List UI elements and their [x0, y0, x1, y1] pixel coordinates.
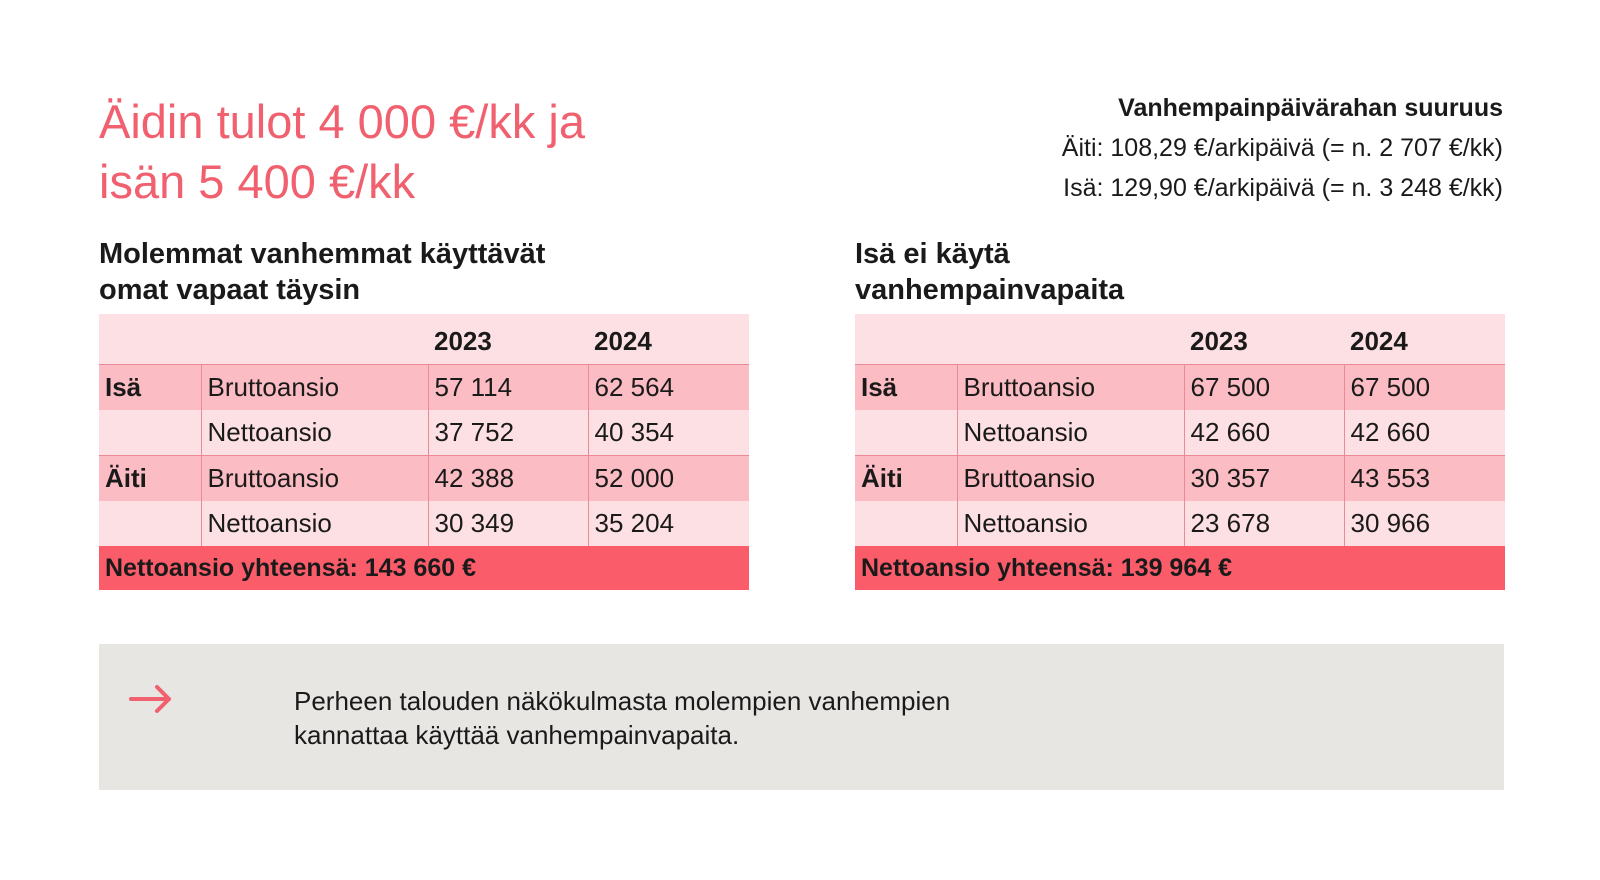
mother-label: Äiti — [855, 455, 957, 501]
value-cell: 67 500 — [1183, 364, 1344, 410]
table-row: Nettoansio 37 752 40 354 — [99, 410, 749, 456]
row-label: Bruttoansio — [200, 364, 428, 410]
income-table: 2023 2024 Isä Bruttoansio 67 500 67 500 … — [855, 314, 1505, 590]
page-title: Äidin tulot 4 000 €/kk ja isän 5 400 €/k… — [99, 92, 585, 212]
title-line-2: isän 5 400 €/kk — [99, 155, 416, 208]
total-net-income: Nettoansio yhteensä: 143 660 € — [99, 546, 749, 590]
conclusion-line-1: Perheen talouden näkökulmasta molempien … — [294, 686, 951, 716]
table-header-row: 2023 2024 — [99, 314, 749, 365]
table-row: Isä Bruttoansio 57 114 62 564 — [99, 364, 749, 410]
value-cell: 30 966 — [1343, 501, 1505, 546]
allowance-info: Vanhempainpäivärahan suuruus Äiti: 108,2… — [1062, 88, 1503, 208]
scenario-heading: Molemmat vanhemmat käyttävät omat vapaat… — [99, 236, 749, 314]
table-row: Äiti Bruttoansio 30 357 43 553 — [855, 455, 1505, 501]
table-row: Isä Bruttoansio 67 500 67 500 — [855, 364, 1505, 410]
scenario-both-use-leave: Molemmat vanhemmat käyttävät omat vapaat… — [99, 236, 749, 590]
allowance-mother: Äiti: 108,29 €/arkipäivä (= n. 2 707 €/k… — [1061, 134, 1503, 162]
father-label: Isä — [855, 364, 957, 410]
row-label: Nettoansio — [200, 410, 428, 456]
value-cell: 23 678 — [1183, 501, 1344, 546]
value-cell: 52 000 — [587, 455, 749, 501]
scenario-heading-line-1: Isä ei käytä — [855, 238, 1010, 270]
year-header: 2024 — [588, 314, 749, 365]
value-cell: 42 660 — [1183, 410, 1344, 456]
year-header: 2023 — [428, 314, 588, 365]
scenario-heading: Isä ei käytä vanhempainvapaita — [855, 236, 1505, 314]
value-cell: 57 114 — [427, 364, 588, 410]
row-label: Bruttoansio — [956, 364, 1184, 410]
table-row: Nettoansio 30 349 35 204 — [99, 501, 749, 546]
conclusion-note: Perheen talouden näkökulmasta molempien … — [99, 644, 1504, 790]
total-net-income: Nettoansio yhteensä: 139 964 € — [855, 546, 1505, 590]
row-label: Nettoansio — [956, 501, 1184, 546]
arrow-right-icon — [129, 685, 171, 713]
row-label: Bruttoansio — [200, 455, 428, 501]
value-cell: 43 553 — [1343, 455, 1505, 501]
income-table: 2023 2024 Isä Bruttoansio 57 114 62 564 … — [99, 314, 749, 590]
allowance-heading: Vanhempainpäivärahan suuruus — [1118, 94, 1503, 122]
row-label: Nettoansio — [956, 410, 1184, 456]
scenario-heading-line-2: omat vapaat täysin — [99, 274, 361, 306]
table-row: Äiti Bruttoansio 42 388 52 000 — [99, 455, 749, 501]
father-label: Isä — [99, 364, 201, 410]
total-row: Nettoansio yhteensä: 139 964 € — [855, 546, 1505, 590]
value-cell: 40 354 — [587, 410, 749, 456]
value-cell: 67 500 — [1343, 364, 1505, 410]
row-label: Bruttoansio — [956, 455, 1184, 501]
table-row: Nettoansio 42 660 42 660 — [855, 410, 1505, 456]
year-header: 2023 — [1184, 314, 1344, 365]
table-header-row: 2023 2024 — [855, 314, 1505, 365]
total-row: Nettoansio yhteensä: 143 660 € — [99, 546, 749, 590]
value-cell: 30 357 — [1183, 455, 1344, 501]
conclusion-text: Perheen talouden näkökulmasta molempien … — [294, 684, 950, 752]
value-cell: 42 660 — [1343, 410, 1505, 456]
value-cell: 35 204 — [587, 501, 749, 546]
row-label: Nettoansio — [200, 501, 428, 546]
conclusion-line-2: kannattaa käyttää vanhempainvapaita. — [294, 720, 740, 750]
scenario-heading-line-2: vanhempainvapaita — [855, 274, 1125, 306]
scenario-father-no-leave: Isä ei käytä vanhempainvapaita 2023 2024… — [855, 236, 1505, 590]
table-row: Nettoansio 23 678 30 966 — [855, 501, 1505, 546]
value-cell: 62 564 — [587, 364, 749, 410]
title-line-1: Äidin tulot 4 000 €/kk ja — [99, 95, 585, 148]
value-cell: 42 388 — [427, 455, 588, 501]
allowance-father: Isä: 129,90 €/arkipäivä (= n. 3 248 €/kk… — [1063, 174, 1503, 202]
scenario-heading-line-1: Molemmat vanhemmat käyttävät — [99, 238, 546, 270]
value-cell: 30 349 — [427, 501, 588, 546]
year-header: 2024 — [1344, 314, 1505, 365]
value-cell: 37 752 — [427, 410, 588, 456]
mother-label: Äiti — [99, 455, 201, 501]
